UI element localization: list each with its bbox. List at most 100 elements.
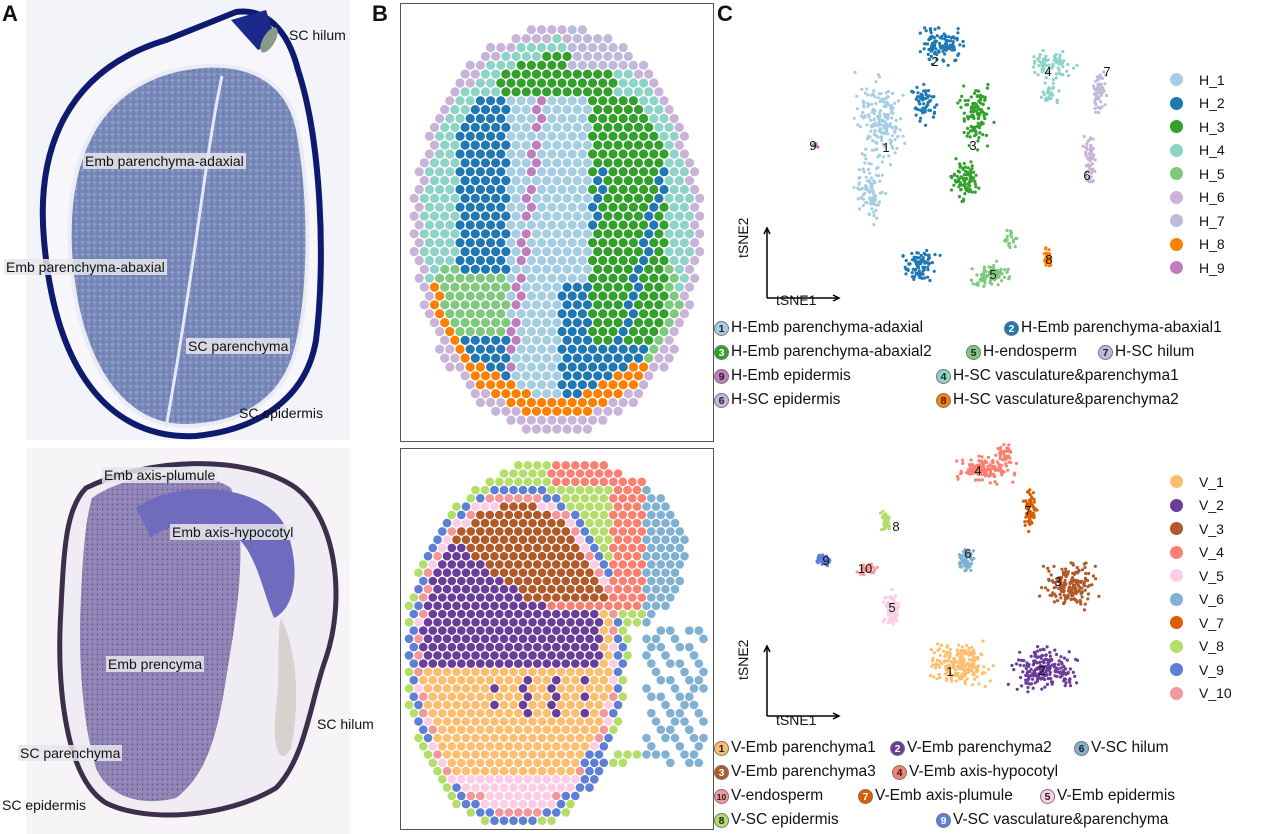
label-emb-parenchyma-adaxial: Emb parenchyma-adaxial — [83, 153, 246, 169]
spot-V4 — [609, 560, 618, 569]
spot-V1 — [471, 717, 480, 726]
tsne-point-V3 — [1086, 578, 1090, 583]
tsne-point-H1 — [870, 185, 874, 189]
tsne-point-H5 — [994, 277, 998, 281]
tsne-point-V8 — [887, 521, 891, 525]
tsne-point-H9 — [814, 142, 818, 146]
spot-V1 — [537, 717, 547, 726]
tsne-point-V3 — [1066, 595, 1070, 600]
spot-H2 — [562, 318, 572, 328]
spot-H2 — [567, 309, 577, 319]
spot-H6 — [537, 415, 547, 425]
tsne-point-H1 — [868, 197, 872, 201]
tsne-point-V1 — [968, 652, 973, 657]
tsne-point-V4 — [974, 467, 978, 471]
spot-H3 — [552, 51, 562, 62]
tsne-point-V7 — [1031, 511, 1035, 515]
spot-V10 — [419, 609, 428, 619]
spot-V3 — [466, 543, 476, 553]
spot-V1 — [542, 675, 552, 685]
tsne-point-V2 — [1026, 678, 1030, 682]
tsne-point-V10 — [860, 567, 864, 571]
spot-V3 — [556, 568, 566, 577]
spot-V3 — [533, 560, 542, 569]
spot-V2 — [457, 642, 466, 652]
tsne-point-H1 — [893, 129, 897, 133]
spot-H2 — [480, 193, 491, 203]
spot-H4 — [450, 176, 460, 186]
tsne-point-V1 — [948, 653, 952, 657]
tsne-point-H1 — [880, 136, 884, 140]
tsne-point-V3 — [1079, 602, 1083, 606]
spot-V10 — [594, 568, 604, 577]
spot-H6 — [521, 424, 531, 434]
tsne-point-H6 — [1090, 148, 1094, 152]
tsne-point-V1 — [946, 669, 951, 673]
tsne-point-V2 — [1047, 660, 1051, 664]
tsne-point-V4 — [976, 467, 981, 471]
spot-H1 — [557, 113, 567, 124]
spot-H6 — [429, 318, 440, 328]
tsne-point-V6 — [958, 563, 962, 567]
tsne-point-V6 — [959, 554, 963, 558]
spot-H6 — [409, 229, 419, 239]
spot-H3 — [623, 282, 633, 292]
spot-V2 — [523, 675, 533, 685]
tsne-point-V1 — [962, 657, 966, 662]
tsne-point-V6 — [963, 554, 967, 558]
spot-H2 — [496, 184, 506, 195]
tsne-point-V1 — [970, 658, 975, 662]
tsne-point-H6 — [1091, 179, 1095, 183]
tsne-point-V10 — [869, 562, 874, 566]
spot-V6 — [680, 535, 689, 544]
tsne-point-H2 — [906, 267, 910, 271]
spot-H4 — [429, 158, 440, 168]
spot-V3 — [542, 527, 552, 536]
spot-H2 — [593, 211, 603, 221]
tsne-point-V6 — [969, 554, 973, 559]
tsne-point-V1 — [952, 657, 957, 661]
spot-V1 — [490, 667, 499, 677]
tsne-point-H2 — [918, 119, 922, 123]
tsne-point-H1 — [885, 115, 889, 119]
spot-H4 — [659, 131, 669, 141]
spot-V1 — [599, 642, 609, 652]
tsne-point-H3 — [961, 199, 966, 203]
tsne-point-H3 — [956, 169, 960, 173]
legend-h-annotations: 1 H-Emb parenchyma-adaxial 2 H-Emb parenchy… — [714, 316, 1268, 416]
cluster-badge-icon: 2 — [890, 740, 905, 756]
tsne-point-H7 — [1096, 83, 1100, 87]
label-sc-hilum-top: SC hilum — [289, 27, 346, 43]
spot-H1 — [552, 318, 562, 328]
tsne-point-H1 — [891, 126, 895, 130]
tsne-point-H1 — [868, 196, 872, 200]
tsne-point-V2 — [1061, 672, 1065, 676]
tsne-point-V5 — [888, 601, 892, 605]
tsne-point-V2 — [1041, 660, 1045, 664]
tsne-point-V2 — [1024, 678, 1028, 682]
tsne-point-V1 — [954, 668, 958, 672]
spot-H9 — [526, 202, 536, 212]
spot-V10 — [533, 808, 542, 817]
tsne-point-V3 — [1059, 596, 1063, 600]
spot-V8 — [480, 816, 490, 825]
tsne-point-H6 — [1089, 146, 1093, 150]
tsne-point-V8 — [884, 512, 888, 517]
spot-H2 — [491, 335, 501, 345]
tsne-point-H3 — [963, 192, 967, 196]
spot-V2 — [447, 659, 457, 668]
tsne-point-V4 — [1000, 457, 1004, 461]
tsne-point-V2 — [1064, 681, 1068, 685]
tsne-point-V2 — [1028, 682, 1032, 686]
tsne-point-V4 — [992, 474, 997, 479]
tsne-point-H1 — [883, 100, 887, 104]
tsne-point-H2 — [913, 259, 917, 263]
label-emb-axis-plumule: Emb axis-plumule — [102, 467, 218, 483]
tsne-point-V4 — [967, 471, 972, 475]
tsne-point-H3 — [969, 110, 973, 114]
spot-H3 — [603, 318, 613, 328]
tsne-point-V4 — [988, 471, 993, 475]
spot-H1 — [557, 202, 567, 212]
spot-H2 — [618, 362, 628, 372]
spot-V3 — [542, 510, 552, 520]
